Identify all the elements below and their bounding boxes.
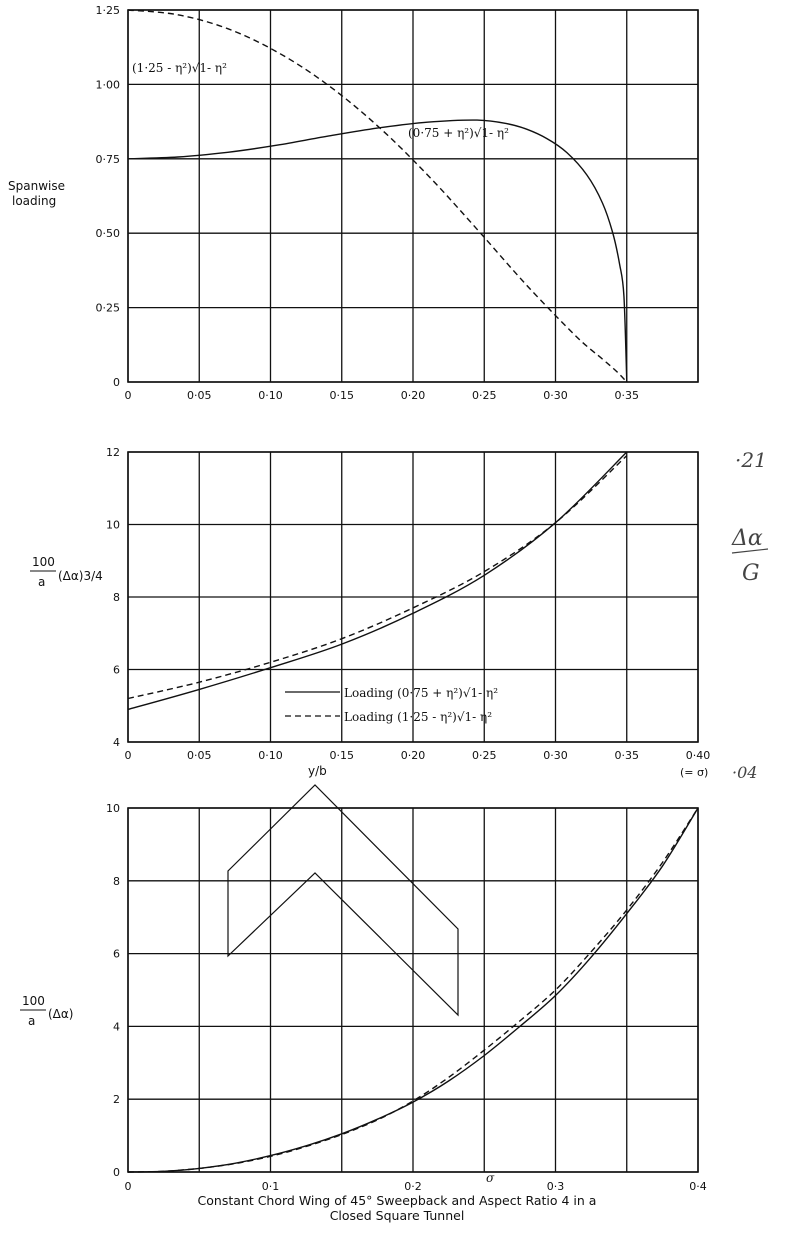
handwritten-note-top: ·21	[735, 448, 767, 472]
x-tick-label: 0·1	[262, 1180, 280, 1193]
x-tick-label: 0·35	[615, 389, 640, 402]
legend-dashed-label: Loading (1·25 - η²)√1- η²	[344, 710, 492, 724]
y-tick-label: 10	[106, 519, 120, 532]
y-axis-label: 100 a (Δα)3/4	[30, 555, 103, 589]
y-tick-label: 0·75	[96, 153, 121, 166]
x-tick-label: 0·25	[472, 749, 497, 762]
plot-frame	[127, 9, 699, 383]
dashed-series-line	[127, 807, 699, 1173]
margin-handwriting: ·21 Δα G ·04	[731, 448, 769, 782]
total-correction-chart: 0 0·1 0·2 0·3 0·4 0 2 4 6 8 10 100 a (Δα) σ	[20, 784, 707, 1193]
legend-solid-label: Loading (0·75 + η²)√1- η²	[344, 686, 498, 700]
swept-wing-planform-inset	[227, 784, 459, 1017]
y-tick-label: 10	[106, 802, 120, 815]
y-tick-label: 4	[113, 1020, 120, 1033]
y-axis-fraction-numerator: 100	[22, 994, 45, 1008]
handwritten-note-mid: Δα	[731, 526, 763, 551]
y-tick-label: 12	[106, 446, 120, 459]
y-axis-label: 100 a (Δα)	[20, 994, 73, 1028]
y-tick-label: 1·00	[96, 78, 121, 91]
x-tick-label: 0·40	[686, 749, 711, 762]
y-tick-label: 0	[113, 1166, 120, 1179]
y-axis-fraction-denominator: a	[28, 1014, 35, 1028]
x-axis-label: σ	[486, 1171, 495, 1185]
solid-series-line	[127, 119, 628, 383]
plot-frame	[127, 451, 699, 743]
x-tick-label: 0·2	[404, 1180, 422, 1193]
y-tick-label: 2	[113, 1093, 120, 1106]
y-tick-label: 6	[113, 948, 120, 961]
dashed-series-line	[127, 9, 628, 383]
handwritten-fraction-bar	[731, 548, 769, 554]
solid-series-line	[127, 451, 628, 711]
y-axis-label-line1: Spanwise	[8, 179, 65, 193]
figure-caption-line1: Constant Chord Wing of 45° Sweepback and…	[198, 1193, 597, 1208]
solid-series-line	[127, 807, 699, 1173]
y-tick-label: 0·25	[96, 302, 121, 315]
y-tick-label: 0·50	[96, 227, 121, 240]
figure-caption-line2: Closed Square Tunnel	[330, 1208, 465, 1223]
legend: Loading (0·75 + η²)√1- η² Loading (1·25 …	[285, 686, 498, 724]
x-axis-label: y/b	[308, 764, 327, 778]
dashed-series-line	[127, 455, 628, 700]
y-axis-label-text: (Δα)3/4	[58, 569, 103, 583]
y-axis-label-line2: loading	[12, 194, 56, 208]
x-tick-label: 0	[125, 1180, 132, 1193]
y-tick-label: 8	[113, 591, 120, 604]
y-tick-label: 8	[113, 875, 120, 888]
x-tick-label: 0·30	[543, 749, 568, 762]
x-tick-label: 0·15	[330, 749, 355, 762]
x-tick-label: 0	[125, 749, 132, 762]
incidence-correction-chart: 0 0·05 0·10 0·15 0·20 0·25 0·30 0·35 0·40 4 6 8 10 1…	[30, 446, 710, 779]
y-tick-label: 1·25	[96, 4, 121, 17]
x-tick-label: 0·05	[187, 749, 212, 762]
x-tick-label: 0·10	[258, 749, 283, 762]
handwritten-note-bottom: ·04	[732, 763, 757, 782]
x-tick-label: 0·25	[472, 389, 497, 402]
y-axis-label-text: (Δα)	[48, 1007, 73, 1021]
handwritten-note-mid2: G	[742, 561, 760, 586]
dashed-curve-annotation: (1·25 - η²)√1- η²	[132, 61, 227, 75]
x-tick-label: 0·35	[615, 749, 640, 762]
x-tick-label: 0·20	[401, 749, 426, 762]
x-tick-label: 0·10	[258, 389, 283, 402]
solid-curve-annotation: (0·75 + η²)√1- η²	[408, 126, 509, 140]
y-axis-fraction-numerator: 100	[32, 555, 55, 569]
plot-frame	[127, 807, 699, 1173]
x-tick-label: 0	[125, 389, 132, 402]
x-tick-label: 0·15	[330, 389, 355, 402]
y-tick-label: 0	[113, 376, 120, 389]
y-tick-label: 4	[113, 736, 120, 749]
y-axis-fraction-denominator: a	[38, 575, 45, 589]
x-tick-label: 0·20	[401, 389, 426, 402]
spanwise-loading-chart: 0 0·05 0·10 0·15 0·20 0·25 0·30 0·35 0 0·25 0·50 0…	[8, 4, 699, 402]
x-tick-label: 0·3	[547, 1180, 565, 1193]
y-tick-label: 6	[113, 664, 120, 677]
x-tick-label: 0·05	[187, 389, 212, 402]
wing-planform-outline	[227, 784, 459, 1017]
x-axis-label-note: (= σ)	[680, 766, 708, 779]
x-tick-label: 0·4	[689, 1180, 707, 1193]
x-tick-label: 0·30	[543, 389, 568, 402]
